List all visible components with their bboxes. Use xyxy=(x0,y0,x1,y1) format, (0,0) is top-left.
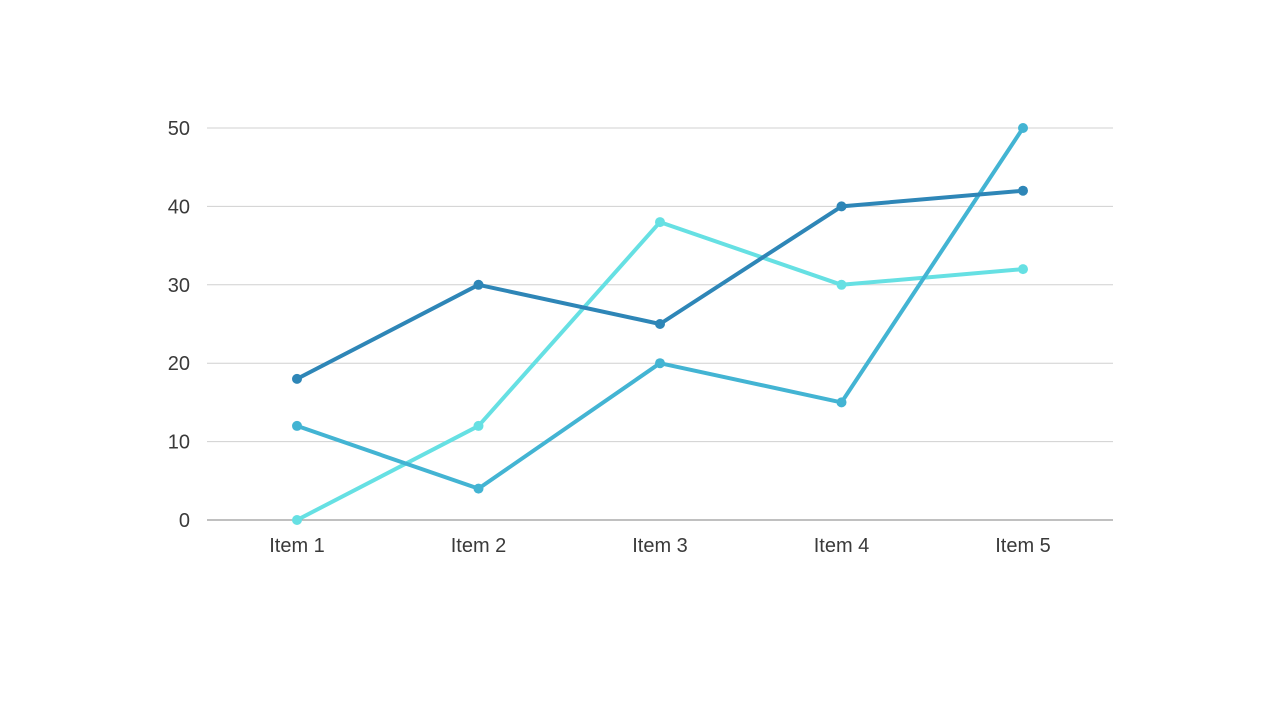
x-tick-label: Item 1 xyxy=(269,535,325,557)
x-tick-label: Item 2 xyxy=(451,535,507,557)
x-axis-ticks: Item 1 Item 2 Item 3 Item 4 Item 5 xyxy=(269,535,1051,557)
data-point xyxy=(473,483,484,494)
data-point xyxy=(292,420,302,431)
data-point xyxy=(1018,264,1028,275)
series-lines xyxy=(292,123,1028,525)
data-point xyxy=(836,201,847,212)
series-1 xyxy=(292,185,1028,384)
y-tick-label: 40 xyxy=(168,196,190,218)
series-line xyxy=(295,126,1025,491)
series-3 xyxy=(292,217,1028,525)
y-tick-label: 30 xyxy=(168,275,190,297)
x-tick-label: Item 5 xyxy=(995,535,1051,557)
x-tick-label: Item 3 xyxy=(632,535,688,557)
data-point xyxy=(655,358,665,369)
series-2 xyxy=(292,123,1028,494)
y-axis-ticks: 0 10 20 30 40 50 xyxy=(168,118,190,532)
data-point xyxy=(1018,185,1028,196)
data-point xyxy=(473,279,484,290)
series-line xyxy=(295,220,1025,522)
data-point xyxy=(655,319,665,329)
data-point xyxy=(655,217,665,228)
y-tick-label: 50 xyxy=(168,118,190,140)
data-point xyxy=(836,279,847,290)
data-point xyxy=(836,397,847,408)
data-point xyxy=(292,515,302,525)
x-tick-label: Item 4 xyxy=(814,535,870,557)
data-point xyxy=(292,373,302,384)
data-point xyxy=(473,420,484,431)
y-tick-label: 20 xyxy=(168,353,190,375)
y-tick-label: 0 xyxy=(179,510,190,532)
data-point xyxy=(1018,123,1028,133)
y-tick-label: 10 xyxy=(168,432,190,454)
